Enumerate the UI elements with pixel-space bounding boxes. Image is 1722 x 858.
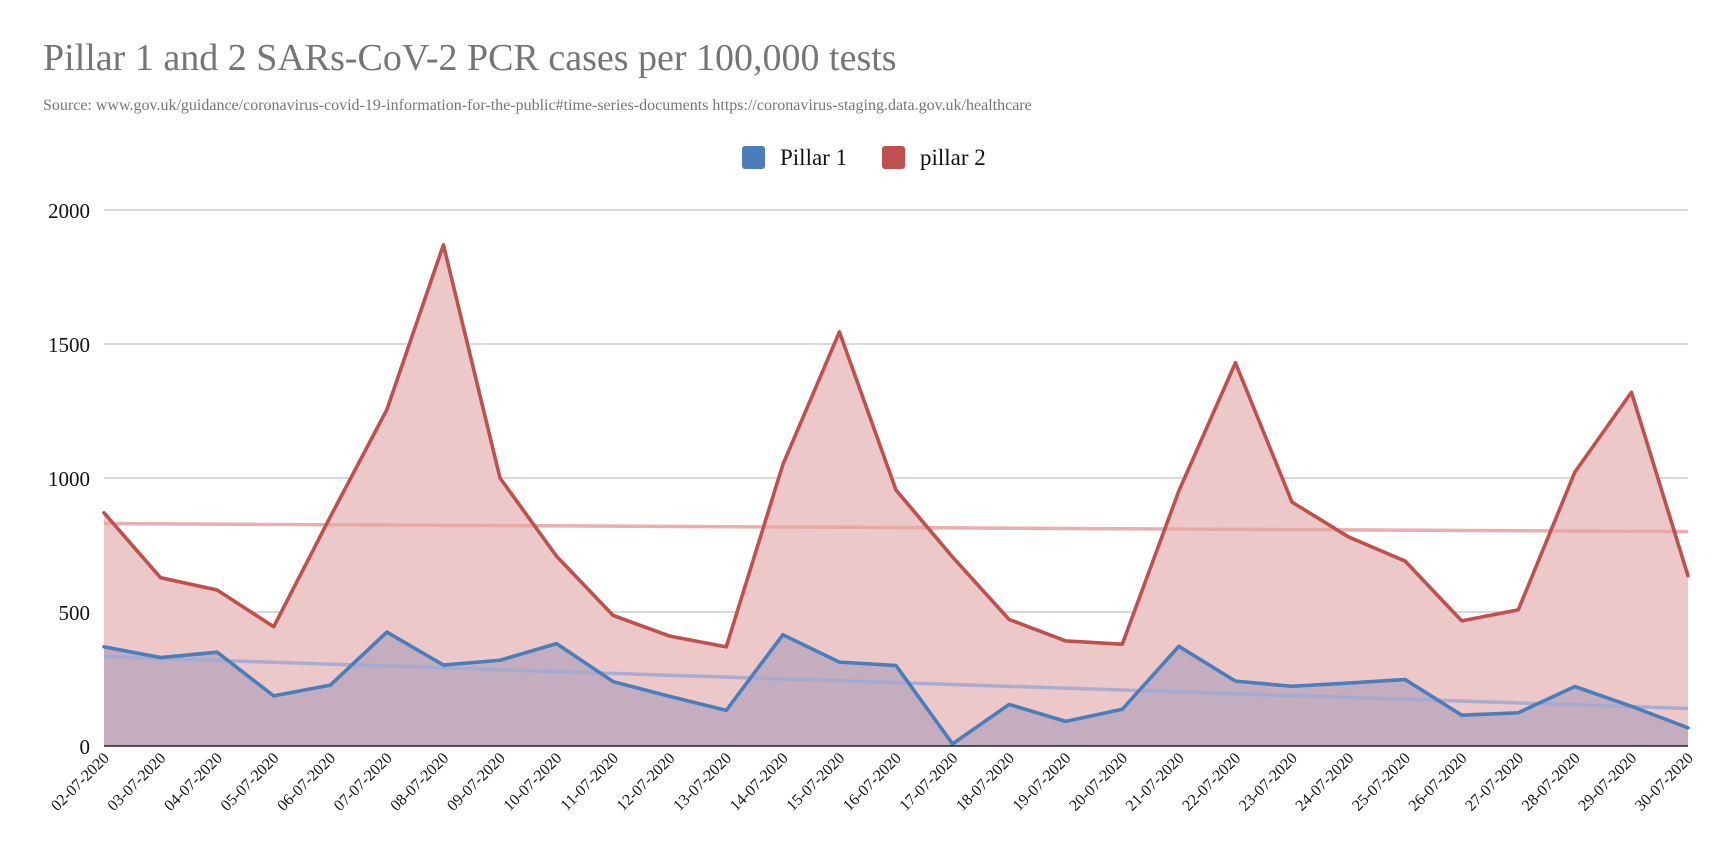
series-line-0 [102, 630, 1690, 746]
x-tick-label: 19-07-2020 [1010, 750, 1075, 815]
x-tick-label: 21-07-2020 [1123, 750, 1188, 815]
legend-label: pillar 2 [920, 145, 986, 170]
legend-swatch [882, 146, 905, 169]
x-tick-label: 08-07-2020 [387, 750, 452, 815]
y-tick-label: 2000 [48, 199, 90, 223]
x-tick-label: 28-07-2020 [1519, 750, 1584, 815]
x-tick-label: 16-07-2020 [840, 750, 905, 815]
trendline-series-1 [103, 521, 1689, 534]
x-tick-label: 22-07-2020 [1179, 750, 1244, 815]
area-fill-series-1 [104, 244, 1688, 746]
x-tick-label: 12-07-2020 [614, 750, 679, 815]
x-tick-label: 04-07-2020 [161, 750, 226, 815]
x-tick-label: 23-07-2020 [1236, 750, 1301, 815]
x-tick-label: 09-07-2020 [444, 750, 509, 815]
chart-subtitle: Source: www.gov.uk/guidance/coronavirus-… [43, 97, 1032, 114]
x-tick-label: 13-07-2020 [670, 750, 735, 815]
x-tick-label: 29-07-2020 [1575, 750, 1640, 815]
x-tick-label: 30-07-2020 [1632, 750, 1697, 815]
x-tick-label: 05-07-2020 [218, 750, 283, 815]
series-line-1 [102, 243, 1690, 649]
x-tick-label: 03-07-2020 [105, 750, 170, 815]
x-tick-label: 17-07-2020 [897, 750, 962, 815]
y-tick-label: 1500 [48, 333, 90, 357]
legend-swatch [742, 146, 765, 169]
legend-label: Pillar 1 [780, 145, 847, 170]
x-tick-label: 20-07-2020 [1066, 750, 1131, 815]
x-tick-label: 26-07-2020 [1406, 750, 1471, 815]
x-tick-label: 14-07-2020 [727, 750, 792, 815]
y-tick-label: 500 [59, 601, 91, 625]
x-tick-label: 06-07-2020 [274, 750, 339, 815]
chart-title: Pillar 1 and 2 SARs-CoV-2 PCR cases per … [43, 37, 897, 79]
x-tick-label: 27-07-2020 [1462, 750, 1527, 815]
y-tick-label: 0 [80, 735, 91, 759]
x-tick-label: 18-07-2020 [953, 750, 1018, 815]
x-tick-label: 24-07-2020 [1293, 750, 1358, 815]
x-tick-label: 25-07-2020 [1349, 750, 1414, 815]
x-tick-label: 02-07-2020 [48, 750, 113, 815]
trendline-series-0 [103, 655, 1689, 711]
x-tick-label: 11-07-2020 [558, 750, 622, 814]
x-tick-label: 07-07-2020 [331, 750, 396, 815]
y-tick-label: 1000 [48, 467, 90, 491]
x-tick-label: 15-07-2020 [783, 750, 848, 815]
x-tick-label: 10-07-2020 [501, 750, 566, 815]
